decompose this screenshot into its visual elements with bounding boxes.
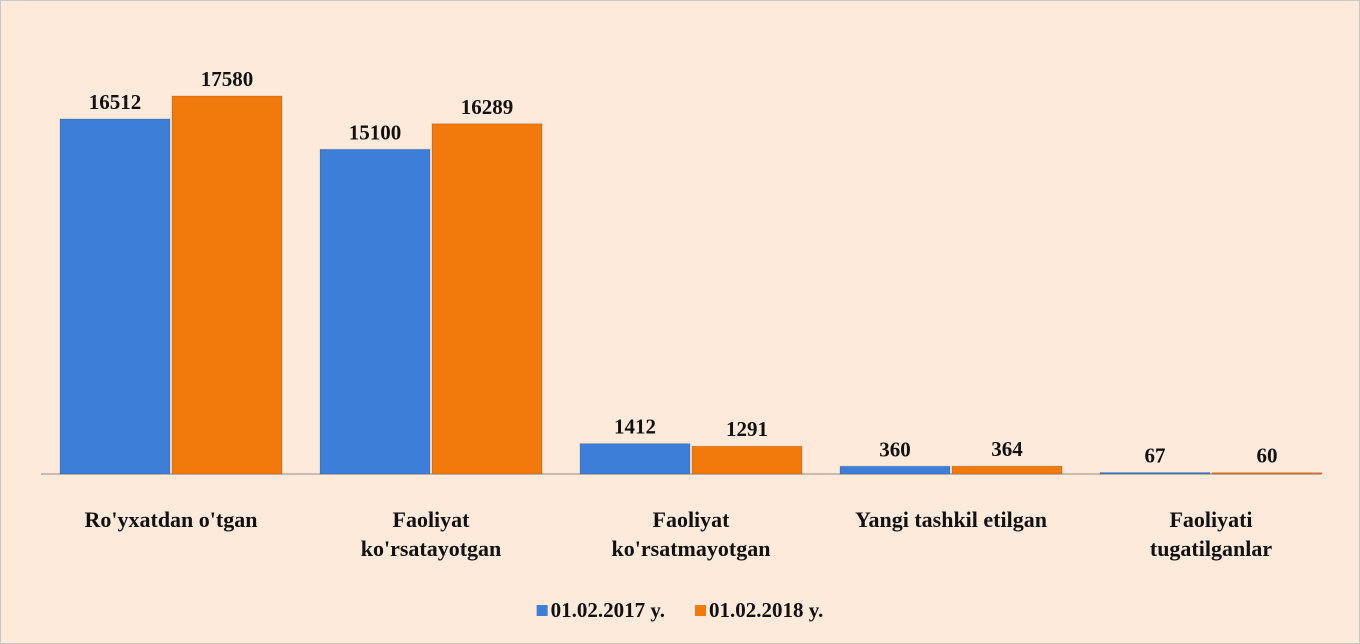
data-label: 364 (991, 437, 1023, 461)
legend-label: 01.02.2018 y. (709, 598, 823, 622)
data-label: 1291 (726, 417, 768, 441)
bar (59, 118, 171, 475)
x-tick-label: Ro'yxatdan o'tgan (84, 507, 258, 532)
legend-swatch (695, 605, 706, 616)
x-tick-label: Faoliyat ko'rsatmayotgan (611, 507, 771, 561)
bar (1099, 472, 1211, 475)
data-label: 16512 (89, 90, 142, 114)
x-tick-label: Faoliyat ko'rsatayotgan (360, 507, 502, 561)
bar (839, 465, 951, 475)
data-label: 67 (1145, 444, 1166, 468)
bar (1211, 472, 1323, 475)
x-tick-label: Faoliyati tugatilganlar (1149, 507, 1273, 561)
bar (319, 148, 431, 475)
data-label: 360 (879, 437, 911, 461)
bar (431, 123, 543, 475)
legend-swatch (536, 605, 548, 616)
data-label: 60 (1257, 444, 1278, 468)
bar (579, 443, 691, 475)
legend-label: 01.02.2017 y. (551, 598, 665, 622)
bar (171, 95, 283, 475)
x-tick-label: Yangi tashkil etilgan (855, 507, 1047, 532)
data-label: 17580 (201, 67, 254, 91)
bar (691, 445, 803, 475)
data-label: 15100 (349, 120, 402, 144)
data-label: 16289 (461, 95, 514, 119)
bar (951, 465, 1063, 475)
data-label: 1412 (614, 415, 656, 439)
